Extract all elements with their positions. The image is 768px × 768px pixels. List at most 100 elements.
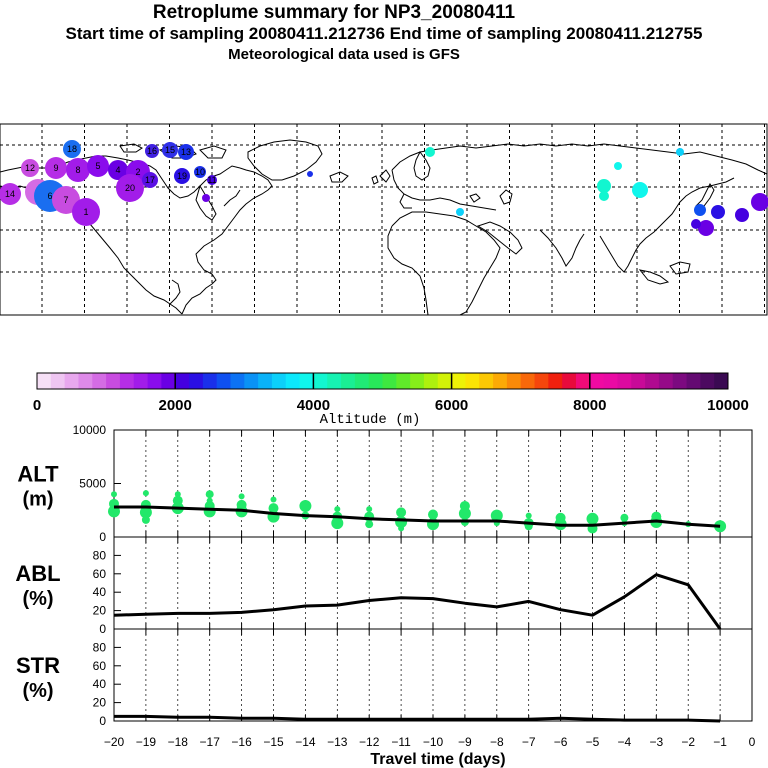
colorbar-tick-label: 0 (33, 397, 41, 414)
plume-label: 9 (53, 163, 58, 173)
y-tick-label: 20 (93, 696, 107, 710)
plume-label: 17 (145, 175, 155, 185)
alt-dot (141, 515, 150, 524)
alt-dot (620, 513, 629, 522)
plume-label: 12 (25, 163, 35, 173)
plume-marker (694, 204, 706, 216)
colorbar-cell (465, 373, 480, 389)
colorbar-cell (271, 373, 287, 389)
colorbar-cell (437, 373, 452, 389)
colorbar-cell (548, 373, 563, 389)
y-tick-label: 60 (93, 567, 107, 581)
plume-marker (63, 140, 81, 158)
colorbar-tick-label: 6000 (435, 397, 468, 414)
colorbar-cell (382, 373, 397, 389)
meteo-note: Meteorological data used is GFS (228, 46, 460, 63)
alt-dot (139, 506, 152, 519)
alt-dot (366, 506, 373, 513)
alt-dot (334, 506, 341, 513)
plume-marker (698, 220, 714, 236)
colorbar-cell (189, 373, 204, 389)
alt-dot (111, 491, 117, 498)
colorbar-cell (64, 373, 79, 389)
y-tick-label: 0 (99, 714, 106, 728)
plume-label: 15 (165, 145, 175, 155)
panel-abl: 0 20 40 60 80 ABL(%) (15, 536, 753, 636)
alt-dot (398, 525, 405, 532)
colorbar-cell (341, 373, 356, 389)
plume-label: 7 (63, 195, 68, 205)
colorbar-cell (534, 373, 549, 389)
alt-dot (586, 512, 599, 525)
x-tick-label: −9 (458, 735, 472, 749)
colorbar-cell (119, 373, 135, 389)
x-tick-label: 0 (749, 735, 756, 749)
plume-label: 20 (125, 183, 135, 193)
x-axis: −20 −19 −18 −17 −16 −15 −14 −13 −12 −11 −10 −9 −8 −7−… (104, 735, 756, 749)
colorbar-cell (479, 373, 494, 389)
plume-marker (614, 162, 622, 170)
alt-dot (555, 512, 566, 523)
plume-marker (202, 194, 210, 202)
x-tick-label: −1 (713, 735, 727, 749)
colorbar-cell (327, 373, 342, 389)
colorbar-cell (106, 373, 121, 389)
x-tick-label: −12 (359, 735, 380, 749)
panel-label: STR (16, 653, 60, 678)
x-tick-label: −18 (168, 735, 189, 749)
colorbar-cell (645, 373, 660, 389)
colorbar-cell (78, 373, 93, 389)
plume-marker (178, 144, 194, 160)
y-tick-label: 40 (93, 677, 107, 691)
y-tick-label: 5000 (79, 477, 106, 491)
colorbar-cell (672, 373, 687, 389)
plume-marker (207, 175, 217, 185)
plume-marker (632, 182, 648, 198)
series-line-str (114, 714, 721, 723)
x-tick-label: −8 (490, 735, 504, 749)
colorbar-cell (631, 373, 646, 389)
plume-markers: 1816151312985422017191011143671 (0, 140, 768, 236)
plume-label: 2 (135, 167, 140, 177)
colorbar-cell (714, 373, 729, 389)
plume-marker (21, 159, 39, 177)
alt-dot (331, 517, 344, 530)
plume-marker (174, 168, 190, 184)
plume-label: 4 (115, 165, 120, 175)
plume-marker (597, 179, 611, 193)
colorbar-cell (313, 373, 328, 389)
plume-marker (116, 174, 144, 202)
map-frame (0, 123, 768, 316)
colorbar-cell (216, 373, 231, 389)
colorbar-cell (92, 373, 107, 389)
alt-dot (236, 499, 247, 510)
alt-dot (270, 496, 277, 503)
panel-alt: 0 5000 10000 ALT(m) (17, 423, 753, 544)
plume-marker (0, 183, 21, 205)
panel-label: ALT (17, 462, 59, 487)
colorbar-frame (36, 372, 729, 390)
colorbar-cell (603, 373, 618, 389)
y-tick-label: 40 (93, 585, 107, 599)
plume-marker (735, 208, 749, 222)
y-tick-label: 0 (99, 622, 106, 636)
map-panel: 1816151312985422017191011143671 (0, 123, 768, 316)
plume-label: 14 (5, 189, 15, 199)
plume-marker (145, 144, 159, 158)
colorbar-tick-label: 4000 (297, 397, 330, 414)
time-series-panels: 0500010000ALT(m)020406080ABL(%)020406080… (15, 423, 753, 728)
plume-label: 19 (177, 171, 187, 181)
colorbar-tick-label: 10000 (707, 397, 749, 414)
panel-label: ABL (15, 561, 60, 586)
x-axis-label: Travel time (days) (370, 751, 505, 768)
plume-label: 13 (181, 147, 191, 157)
x-tick-label: −14 (295, 735, 316, 749)
plume-marker (162, 142, 178, 158)
series-line-alt (114, 505, 721, 528)
colorbar-cell (520, 373, 535, 389)
plume-label: 10 (195, 167, 205, 177)
x-tick-label: −3 (649, 735, 663, 749)
colorbar-cell (202, 373, 218, 389)
plume-marker (751, 193, 768, 211)
plume-label: 18 (67, 144, 77, 154)
